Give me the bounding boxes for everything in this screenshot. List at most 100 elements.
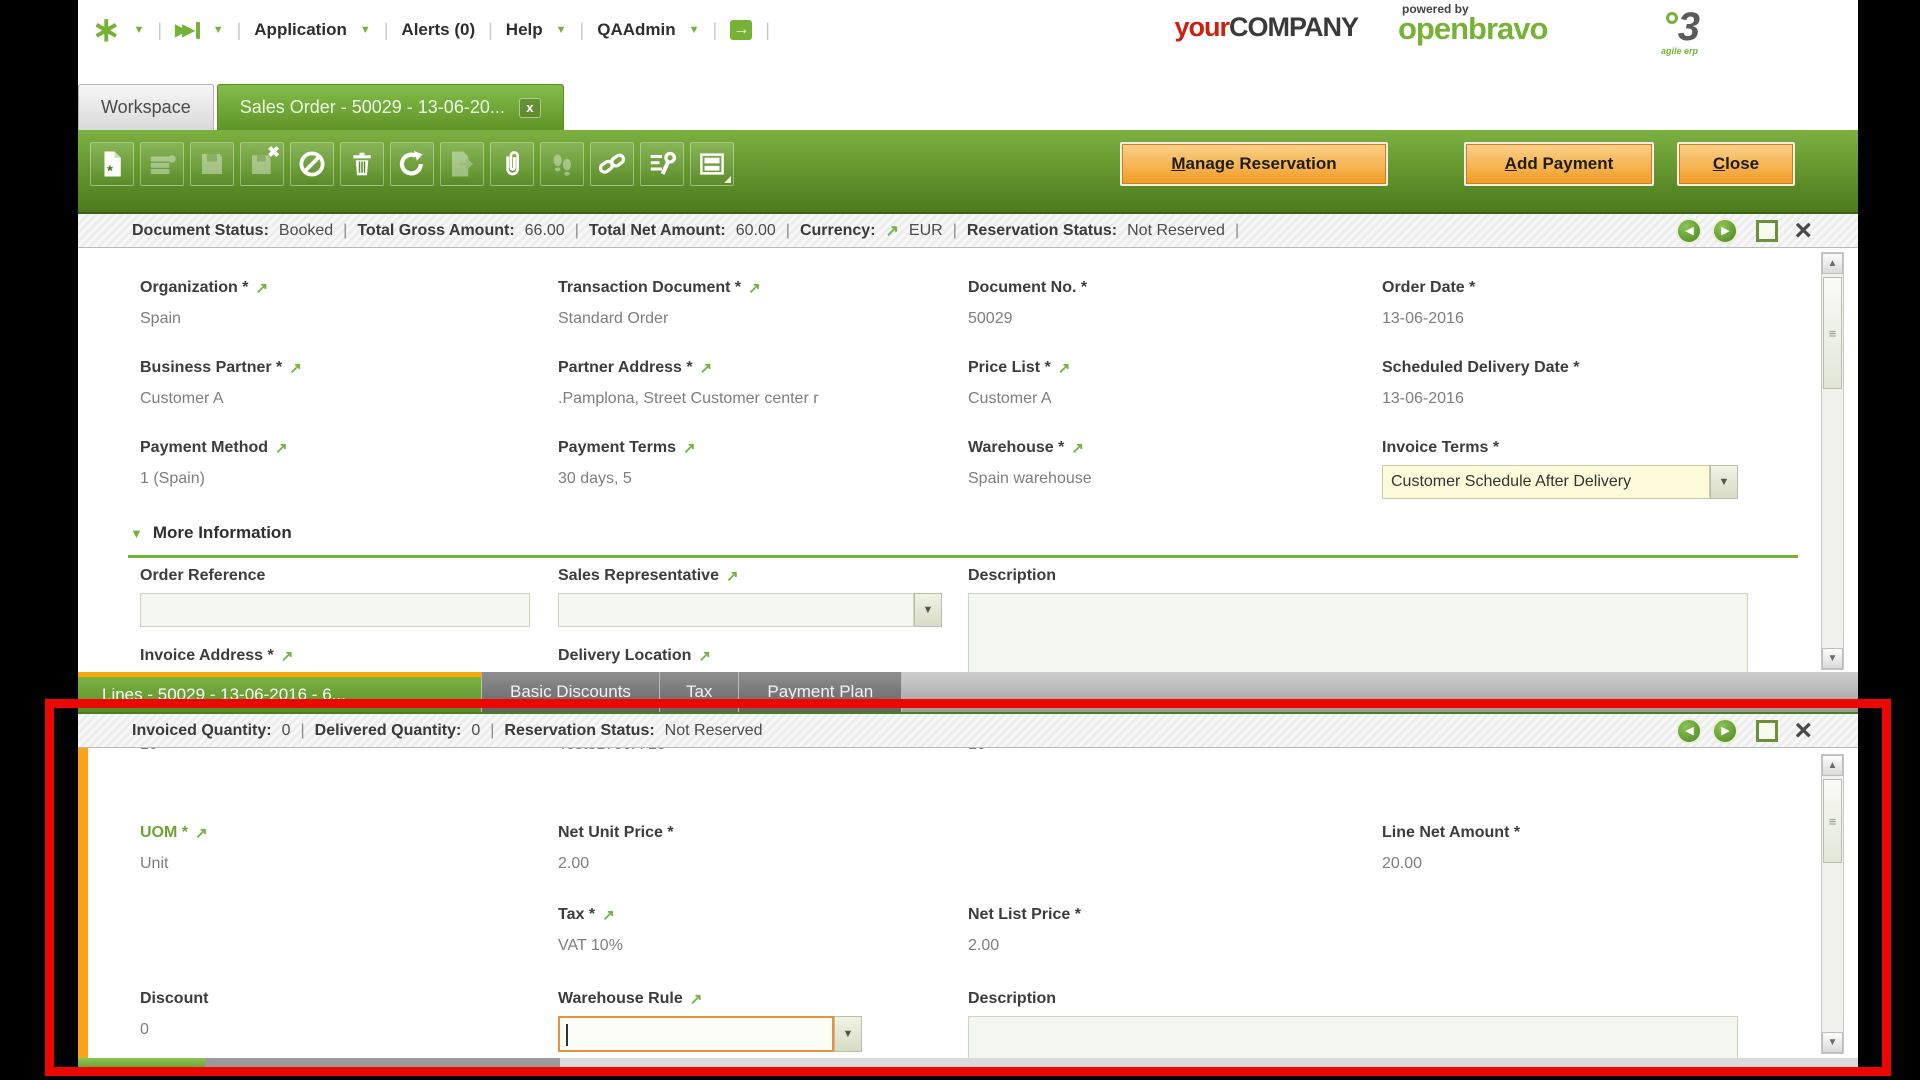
link-arrow-icon[interactable]: ↗ [602,907,615,924]
export-button[interactable] [440,142,484,186]
field-value[interactable]: 30 days, 5 [558,470,632,487]
field-value[interactable]: Customer A [968,390,1052,407]
tab-tax[interactable]: Tax [659,672,740,712]
invoice-terms-select[interactable]: Customer Schedule After Delivery [1382,465,1710,499]
link-button[interactable] [590,142,634,186]
menu-help[interactable]: Help [505,20,543,39]
link-arrow-icon[interactable]: ↗ [280,648,294,665]
warehouse-rule-input[interactable] [558,1016,834,1052]
field-value[interactable]: 0 [140,1021,149,1038]
field-value[interactable]: 13-06-2016 [1382,390,1464,407]
field-value[interactable]: Test31799A-15 [558,748,666,754]
save-button[interactable] [190,142,234,186]
link-arrow-icon[interactable]: ↗ [1057,360,1071,377]
save-and-close-button[interactable]: ✖ [240,142,284,186]
currency-link-arrow-icon[interactable]: ↗ [885,222,899,240]
invoice-terms-dropdown-icon[interactable]: ▼ [1710,465,1738,499]
tab-basic-discounts[interactable]: Basic Discounts [482,672,660,712]
status-label: Currency: [799,221,876,239]
field-value[interactable]: 50029 [968,310,1013,327]
audit-trail-button[interactable] [540,142,584,186]
previous-line-button[interactable]: ◀ [1676,718,1703,744]
link-arrow-icon[interactable]: ↗ [275,440,288,457]
help-caret-icon[interactable]: ▼ [555,23,567,36]
link-arrow-icon[interactable]: ↗ [1071,440,1084,457]
section-collapse-icon[interactable]: ▼ [130,525,143,541]
lines-vertical-scrollbar[interactable]: ▲ ≡ ▼ [1821,754,1844,1054]
field-value[interactable]: 10 [140,748,158,754]
field-value[interactable]: 2.00 [558,855,590,872]
maximize-icon[interactable] [1756,220,1779,242]
quick-launch-caret-icon[interactable]: ▼ [133,23,145,36]
add-payment-button[interactable]: Add Payment [1464,142,1654,186]
close-button[interactable]: Close [1677,142,1795,186]
tab-close-icon[interactable]: x [518,97,541,118]
next-record-button[interactable]: ▶ [1712,218,1739,244]
field-value[interactable]: Spain warehouse [968,470,1092,487]
refresh-button[interactable] [390,142,434,186]
field-value[interactable]: Spain [140,310,181,327]
scrollbar-thumb[interactable]: ≡ [1823,779,1842,863]
scroll-down-icon[interactable]: ▼ [1822,648,1843,669]
next-line-button[interactable]: ▶ [1712,718,1739,744]
tree-maintenance-button[interactable] [640,142,684,186]
link-arrow-icon[interactable]: ↗ [699,360,713,377]
close-form-icon[interactable]: × [1794,214,1812,247]
link-arrow-icon[interactable]: ↗ [698,648,711,665]
quick-create-icon[interactable]: ▶ ▶ [175,20,200,40]
menu-alerts[interactable]: Alerts (0) [401,20,476,39]
manage-reservation-button[interactable]: Manage Reservation [1120,142,1388,186]
scroll-down-icon[interactable]: ▼ [1822,1032,1843,1053]
horizontal-scrollbar[interactable] [78,1058,1858,1072]
sales-representative-input[interactable] [559,594,913,626]
link-arrow-icon[interactable]: ↗ [748,280,761,297]
field-value[interactable]: 20.00 [1382,855,1423,872]
menu-user[interactable]: QAAdmin [597,20,676,39]
undo-cancel-button[interactable] [290,142,334,186]
attachment-button[interactable] [490,142,534,186]
previous-record-button[interactable]: ◀ [1676,218,1703,244]
toggle-form-grid-view-button[interactable] [690,142,734,186]
field-value[interactable]: Unit [140,855,169,872]
delete-button[interactable] [340,142,384,186]
link-arrow-icon[interactable]: ↗ [289,360,302,377]
field-value[interactable]: Customer A [140,390,224,407]
link-arrow-icon[interactable]: ↗ [725,568,739,585]
close-form-icon[interactable]: × [1794,714,1812,747]
field-value[interactable]: 13-06-2016 [1382,310,1464,327]
more-information-section[interactable]: ▼ More Information [130,523,292,543]
logout-icon[interactable]: → [730,20,753,40]
tab-sales-order[interactable]: Sales Order - 50029 - 13-06-20... x [216,84,564,130]
link-arrow-icon[interactable]: ↗ [682,440,696,457]
field-value[interactable]: 2.00 [968,937,1000,954]
sales-representative-dropdown-icon[interactable]: ▼ [914,593,942,627]
tab-payment-plan[interactable]: Payment Plan [739,672,903,712]
field-value[interactable]: 1 (Spain) [140,470,205,487]
description-textarea[interactable] [968,593,1748,672]
field-value[interactable]: VAT 10% [558,937,623,954]
order-reference-input[interactable] [141,594,529,626]
scrollbar-thumb[interactable]: ≡ [1823,277,1842,389]
user-caret-icon[interactable]: ▼ [688,23,700,36]
tab-lines[interactable]: Lines - 50029 - 13-06-2016 - 6... [78,672,482,712]
scroll-up-icon[interactable]: ▲ [1822,253,1843,274]
quick-launch-icon[interactable]: ∗ [92,11,121,49]
new-document-button[interactable]: * [90,142,134,186]
field-value[interactable]: Standard Order [558,310,669,327]
field-value[interactable]: .Pamplona, Street Customer center r [558,390,819,407]
link-arrow-icon[interactable]: ↗ [195,825,208,842]
form-vertical-scrollbar[interactable]: ▲ ≡ ▼ [1821,252,1844,670]
link-arrow-icon[interactable]: ↗ [689,991,703,1008]
line-description-textarea[interactable] [968,1016,1738,1060]
link-arrow-icon[interactable]: ↗ [255,280,269,297]
menu-application[interactable]: Application [254,20,347,39]
scroll-up-icon[interactable]: ▲ [1822,755,1843,776]
horizontal-scrollbar-thumb[interactable] [78,1058,205,1072]
maximize-icon[interactable] [1756,720,1779,742]
field-value[interactable]: 10 [968,748,986,754]
quick-create-caret-icon[interactable]: ▼ [212,23,224,36]
application-caret-icon[interactable]: ▼ [359,23,371,36]
warehouse-rule-dropdown-icon[interactable]: ▼ [834,1016,862,1052]
tab-workspace[interactable]: Workspace [78,84,214,130]
new-row-button[interactable] [140,142,184,186]
